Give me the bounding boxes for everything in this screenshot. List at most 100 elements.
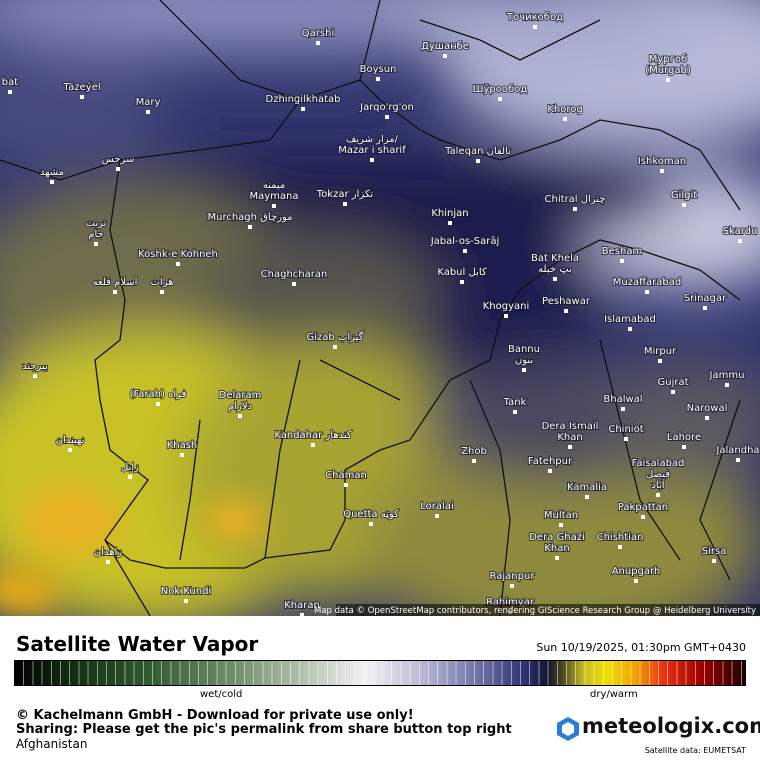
place-label: فیصل [646, 469, 670, 480]
place-dot [80, 95, 84, 99]
place-dot [671, 390, 675, 394]
place-label: Chitral چترال [545, 194, 606, 205]
place-dot [343, 202, 347, 206]
place-label: Khinjan [431, 208, 468, 219]
place-dot [645, 290, 649, 294]
place-label: Peshawar [542, 296, 591, 307]
place-label: Мургоб [649, 54, 687, 65]
color-scale [14, 660, 746, 686]
place-label: Kamalia [567, 482, 607, 493]
place-label: Dzhingilkhatab [266, 94, 341, 105]
place-label: Fatehpur [528, 456, 573, 467]
place-dot [369, 522, 373, 526]
place-label: Boysun [360, 64, 397, 75]
place-label: Khorog [547, 104, 582, 115]
place-label: Srinagar [684, 293, 727, 304]
place-dot [128, 475, 132, 479]
place-label: مشهد [40, 167, 64, 178]
place-label: نهبندان [56, 435, 85, 446]
place-label: Dera Ghazi [529, 532, 585, 543]
legend-panel: Satellite Water Vapor Sun 10/19/2025, 01… [0, 616, 760, 760]
place-label: بنون [515, 355, 533, 366]
place-dot [376, 77, 380, 81]
place-dot [568, 445, 572, 449]
place-dot [33, 374, 37, 378]
place-label: Kharan [284, 600, 320, 611]
place-label: Chishtian [597, 532, 644, 543]
attribution: Map data © OpenStreetMap contributors, r… [314, 606, 756, 616]
place-label: Шўрообод [473, 83, 527, 95]
place-dot [641, 515, 645, 519]
place-label: Pakpattan [618, 502, 668, 513]
logo: meteologix.com [582, 714, 760, 738]
place-dot [311, 443, 315, 447]
place-dot [248, 225, 252, 229]
place-dot [725, 383, 729, 387]
place-dot [504, 314, 508, 318]
place-dot [555, 556, 559, 560]
place-dot [564, 309, 568, 313]
place-dot [184, 599, 188, 603]
place-dot [533, 25, 537, 29]
place-label: Jarqo'rg'on [359, 102, 414, 113]
sharing-note: Sharing: Please get the pic's permalink … [16, 722, 512, 737]
place-dot [705, 416, 709, 420]
place-dot [94, 242, 98, 246]
place-label: Quetta کوټه [343, 509, 399, 520]
place-label: Tokzar تکزار [316, 189, 374, 200]
place-label: Skardu [723, 226, 758, 237]
place-dot [658, 359, 662, 363]
place-dot [8, 90, 12, 94]
imagery [0, 0, 760, 616]
place-label: اسلام قلعه [93, 277, 138, 288]
place-dot [563, 117, 567, 121]
place-label: Душанбе [421, 41, 469, 52]
place-label: سرخس [102, 154, 135, 165]
place-label: Besham [602, 246, 642, 257]
place-dot [116, 167, 120, 171]
place-dot [333, 345, 337, 349]
place-label: Khogyani [483, 301, 530, 312]
place-label: جام [88, 229, 103, 240]
place-dot [146, 110, 150, 114]
place-label: زابل [121, 462, 139, 473]
place-label: میمنه [263, 180, 286, 191]
place-dot [628, 327, 632, 331]
place-dot [292, 282, 296, 286]
place-label: Kabul کابل [437, 267, 487, 278]
place-dot [344, 483, 348, 487]
place-label: بیرجند [22, 361, 48, 372]
place-label: دلارام [228, 401, 252, 412]
place-dot [272, 204, 276, 208]
place-dot [513, 410, 517, 414]
place-label: Täzeýel [62, 81, 100, 93]
place-dot [712, 559, 716, 563]
place-dot [370, 158, 374, 162]
place-dot [385, 115, 389, 119]
place-label: Khash [167, 440, 198, 451]
data-source: Satellite data: EUMETSAT [644, 746, 746, 755]
place-dot [476, 159, 480, 163]
place-label: Точикобод [506, 12, 563, 23]
title: Satellite Water Vapor [16, 632, 259, 656]
copyright: © Kachelmann GmbH - Download for private… [16, 708, 414, 723]
place-label: Tank [503, 397, 527, 408]
place-dot [559, 523, 563, 527]
place-label: Mirpur [644, 346, 677, 357]
place-label: Khan [544, 543, 569, 554]
place-label: Rajanpur [490, 571, 536, 582]
place-dot [618, 545, 622, 549]
place-dot [68, 448, 72, 452]
place-dot [106, 560, 110, 564]
place-dot [682, 445, 686, 449]
scale-high-label: dry/warm [590, 689, 638, 700]
place-label: Chaghcharan [261, 269, 328, 280]
place-dot [472, 459, 476, 463]
place-dot [180, 453, 184, 457]
region: Afghanistan [16, 737, 88, 751]
place-dot [463, 249, 467, 253]
place-label: Delaram [219, 390, 262, 401]
place-label: Narowal [687, 403, 728, 414]
place-label: Maymana [249, 191, 298, 202]
